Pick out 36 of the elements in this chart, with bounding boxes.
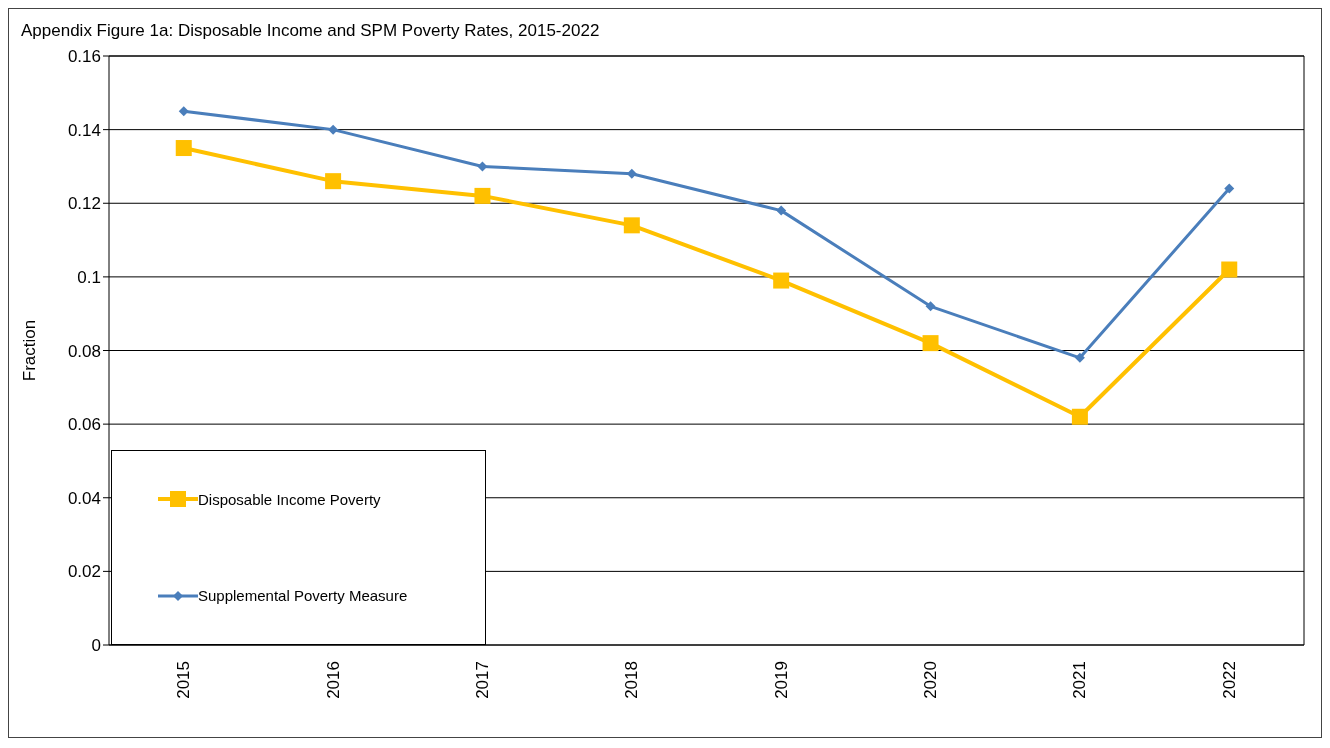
point (623, 217, 640, 234)
y-tick-label: 0.14 (67, 120, 101, 140)
point (325, 173, 342, 190)
y-tick-label: 0.02 (67, 562, 101, 582)
x-tick-label: 2017 (472, 661, 492, 699)
point (922, 335, 939, 352)
y-tick-label: 0.04 (67, 488, 101, 508)
x-tick-label: 2022 (1219, 661, 1239, 699)
point (1224, 183, 1235, 194)
point (477, 161, 488, 172)
point (175, 140, 192, 157)
point (178, 106, 189, 117)
point (773, 272, 790, 289)
y-tick-label: 0 (91, 636, 101, 656)
legend-label: Supplemental Poverty Measure (198, 587, 408, 605)
x-tick-label: 2016 (323, 661, 343, 699)
y-tick-label: 0.06 (67, 415, 101, 435)
point (1074, 352, 1085, 363)
y-tick-label: 0.12 (67, 194, 101, 214)
x-tick-label: 2019 (771, 661, 791, 699)
y-tick-label: 0.08 (67, 341, 101, 361)
y-tick-label: 0.1 (77, 267, 101, 287)
point (925, 301, 936, 312)
x-tick-label: 2020 (921, 661, 941, 699)
point (328, 124, 339, 135)
x-tick-label: 2021 (1070, 661, 1090, 699)
x-tick-label: 2015 (174, 661, 194, 699)
point (474, 187, 491, 204)
point (1071, 408, 1088, 425)
legend-label: Disposable Income Poverty (198, 490, 381, 508)
chart-title: Appendix Figure 1a: Disposable Income and SPM Poverty Rates, 2015-2022 (20, 20, 601, 42)
x-tick-label: 2018 (622, 661, 642, 699)
point (776, 205, 787, 216)
y-axis-title: Fraction (20, 319, 40, 382)
point (1221, 261, 1238, 278)
y-tick-label: 0.16 (67, 47, 101, 67)
